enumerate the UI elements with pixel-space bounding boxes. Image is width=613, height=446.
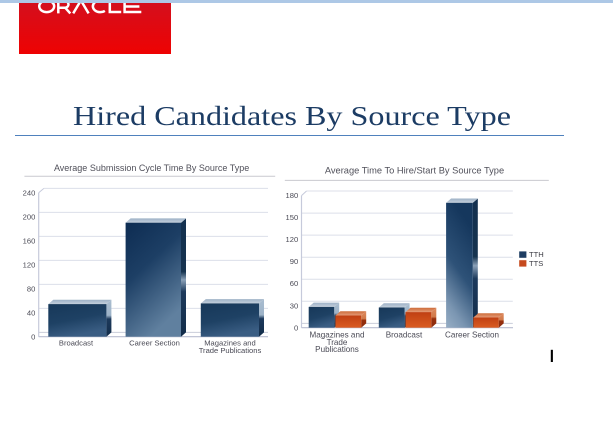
svg-text:Average Time To Hire/Start By: Average Time To Hire/Start By Source Typ… bbox=[325, 166, 504, 176]
svg-text:80: 80 bbox=[27, 284, 35, 293]
svg-text:120: 120 bbox=[286, 235, 299, 244]
svg-text:60: 60 bbox=[290, 279, 298, 288]
svg-text:150: 150 bbox=[286, 213, 299, 222]
svg-text:Trade: Trade bbox=[327, 338, 348, 347]
svg-text:120: 120 bbox=[23, 260, 36, 269]
svg-text:200: 200 bbox=[23, 212, 36, 221]
svg-text:0: 0 bbox=[294, 323, 298, 332]
svg-text:Broadcast: Broadcast bbox=[386, 331, 423, 340]
svg-text:160: 160 bbox=[23, 236, 36, 245]
svg-text:Publications: Publications bbox=[315, 345, 359, 354]
svg-text:90: 90 bbox=[290, 257, 298, 266]
svg-text:Trade Publications: Trade Publications bbox=[199, 346, 262, 355]
svg-text:Magazines and: Magazines and bbox=[310, 331, 365, 340]
svg-text:Broadcast: Broadcast bbox=[59, 339, 94, 348]
svg-text:Average Submission Cycle Time: Average Submission Cycle Time By Source … bbox=[54, 163, 249, 173]
svg-text:0: 0 bbox=[31, 332, 35, 341]
svg-text:Magazines and: Magazines and bbox=[204, 339, 256, 348]
svg-text:Career Section: Career Section bbox=[445, 331, 499, 340]
svg-text:TTS: TTS bbox=[529, 259, 543, 268]
svg-text:30: 30 bbox=[290, 301, 298, 310]
svg-text:240: 240 bbox=[23, 188, 36, 197]
svg-text:180: 180 bbox=[286, 191, 299, 200]
svg-text:Career Section: Career Section bbox=[129, 339, 180, 348]
svg-text:TTH: TTH bbox=[529, 250, 544, 259]
svg-text:40: 40 bbox=[27, 308, 35, 317]
